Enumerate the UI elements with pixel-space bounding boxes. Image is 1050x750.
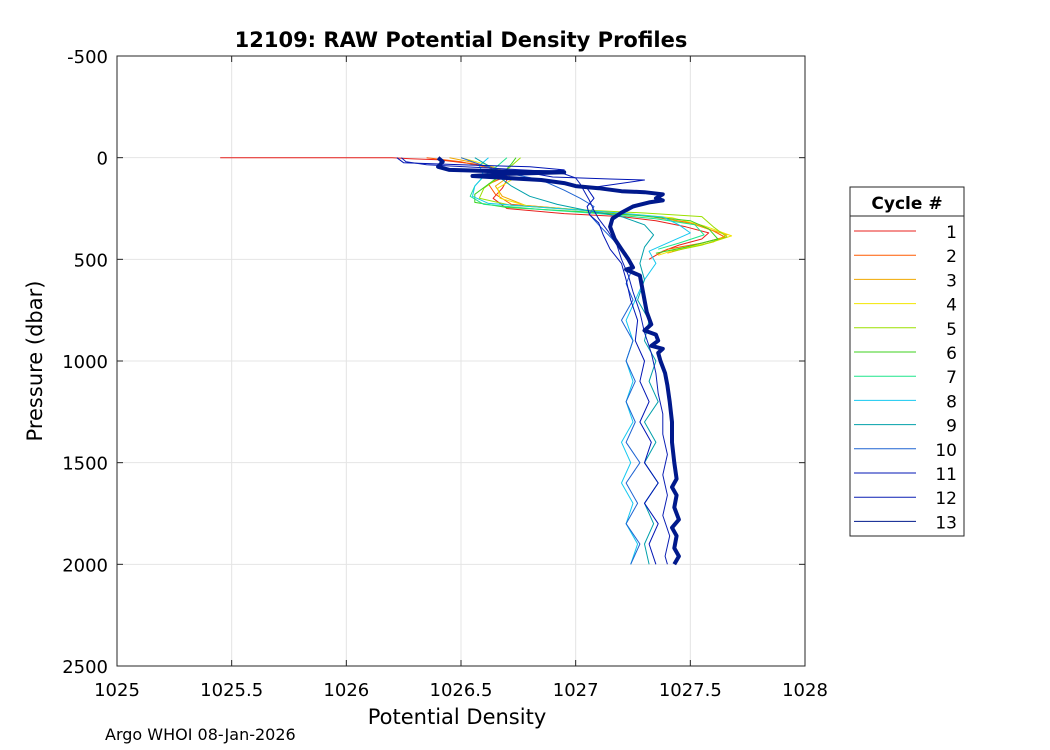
series-line-cycle-13 [436, 156, 681, 566]
legend-box [849, 186, 965, 537]
legend-label-cycle-10: 10 [935, 441, 957, 461]
legend-label-cycle-7: 7 [946, 368, 957, 388]
legend-title: Cycle # [871, 194, 942, 214]
axis-ticks: 1025 1025.5 1026 1026.5 1027 1027.5 1028 -500 0 5… [62, 47, 828, 701]
legend-label-cycle-2: 2 [946, 247, 957, 267]
legend-label-cycle-9: 9 [946, 417, 957, 437]
footer-credit: Argo WHOI 08-Jan-2026 [105, 725, 296, 744]
x-tick-label: 1026.5 [430, 680, 493, 701]
y-tick-label: 2500 [62, 657, 108, 678]
x-tick-label: 1025.5 [200, 680, 263, 701]
y-tick-label: 0 [97, 149, 108, 170]
y-tick-label: 500 [74, 250, 108, 271]
legend-label-cycle-4: 4 [946, 296, 957, 316]
series-layer [220, 156, 733, 566]
legend-label-cycle-11: 11 [935, 465, 957, 485]
legend-label-cycle-13: 13 [935, 513, 957, 533]
y-tick-label: -500 [67, 47, 108, 68]
legend-label-cycle-5: 5 [946, 320, 957, 340]
chart-title: 12109: RAW Potential Density Profiles [235, 28, 688, 52]
legend-label-cycle-1: 1 [946, 223, 957, 243]
x-tick-label: 1027 [553, 680, 599, 701]
x-tick-label: 1026 [323, 680, 369, 701]
y-tick-label: 2000 [62, 555, 108, 576]
legend-label-cycle-12: 12 [935, 489, 957, 509]
x-tick-label: 1027.5 [659, 680, 722, 701]
legend-label-cycle-3: 3 [946, 271, 957, 291]
series-line-cycle-10 [460, 157, 641, 565]
y-axis-label: Pressure (dbar) [23, 281, 47, 442]
legend-label-cycle-6: 6 [946, 344, 957, 364]
x-axis-label: Potential Density [368, 705, 547, 729]
y-tick-label: 1000 [62, 352, 108, 373]
y-tick-label: 1500 [62, 454, 108, 475]
x-tick-label: 1028 [782, 680, 828, 701]
legend-label-cycle-8: 8 [946, 392, 957, 412]
x-tick-label: 1025 [94, 680, 140, 701]
